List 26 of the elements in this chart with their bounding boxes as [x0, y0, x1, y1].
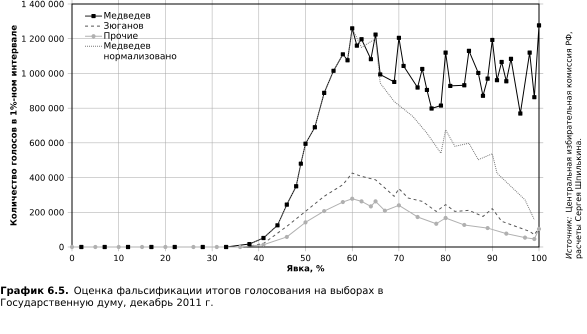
- x-tick-label: 30: [207, 254, 217, 262]
- x-tick-label: 10: [114, 254, 124, 262]
- x-tick-label: 100: [532, 254, 547, 262]
- y-axis-title: Количество голосов в 1%-ном интервале: [10, 25, 18, 226]
- legend-label: Медведев: [104, 12, 150, 20]
- y-tick-label: 600 000: [30, 140, 64, 146]
- x-tick-label: 0: [70, 254, 74, 262]
- legend-label: Прочие: [104, 32, 138, 41]
- x-tick-label: 80: [440, 254, 450, 262]
- x-tick-label: 50: [300, 254, 310, 262]
- text: График 6.5. Оценка фальсификации итогов голосования на выборах в Государственную думу, декабрь 2011 г.: [1, 286, 383, 308]
- y-tick-label: 400 000: [30, 174, 64, 181]
- legend-label: Зюганов: [104, 22, 144, 29]
- x-axis-title: Явка, %: [287, 265, 324, 273]
- y-tick-label: 800 000: [30, 104, 64, 112]
- x-tick-label: 70: [394, 254, 404, 262]
- x-tick-label: 40: [254, 254, 264, 262]
- y-tick-label: 1 400 000: [22, 0, 64, 8]
- y-tick-label: 1 000 000: [22, 70, 64, 77]
- y-tick-label: 0: [59, 244, 64, 250]
- legend-label: Медведев нормализовано: [104, 42, 176, 62]
- y-tick-label: 1 200 000: [22, 36, 64, 42]
- x-tick-label: 20: [160, 254, 170, 262]
- y-tick-label: 200 000: [30, 209, 64, 216]
- x-tick-label: 60: [347, 254, 358, 262]
- x-tick-label: 90: [487, 254, 498, 262]
